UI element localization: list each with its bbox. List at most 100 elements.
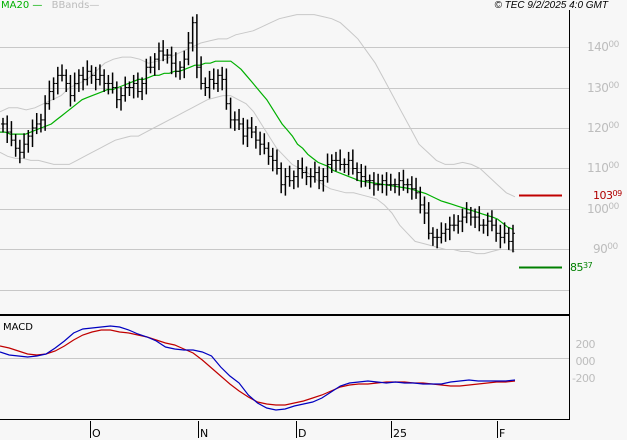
ohlc-bar [224,68,229,110]
ohlc-bar [355,162,360,182]
macd-axis-label: 200 [575,338,596,351]
price-axis-label: 11000 [587,161,619,175]
ohlc-bar [279,162,284,194]
ohlc-bar [460,208,465,233]
ohlc-bar [430,227,435,246]
ohlc-bar [367,174,372,190]
ohlc-bar [506,227,511,250]
ohlc-bar [22,133,27,159]
ohlc-bar [296,159,301,188]
ohlc-bar [245,119,250,148]
ohlc-bar [131,74,136,99]
ohlc-bar [418,186,423,214]
x-axis-ticks [90,421,498,438]
ohlc-bars [1,14,515,253]
ohlc-bar [304,166,309,186]
ohlc-bar [451,214,456,232]
ohlc-bar [237,108,242,131]
ohlc-bar [464,202,469,224]
x-axis-label: F [499,427,506,440]
ohlc-bar [321,168,326,192]
price-gridlines [0,47,569,291]
ohlc-bar [270,147,275,172]
price-axis-label: 13000 [587,81,619,95]
ohlc-bar [186,32,191,66]
ohlc-bar [359,164,364,188]
ohlc-bar [119,87,124,111]
ohlc-bar [300,157,305,179]
ohlc-bar [511,224,515,253]
ohlc-bar [215,69,220,92]
ohlc-bar [165,49,170,64]
ohlc-bar [266,142,271,165]
ohlc-bar [363,165,368,187]
ohlc-bar [60,64,65,82]
ohlc-bar [81,66,86,91]
ohlc-bar [106,74,111,95]
ohlc-bar [220,66,225,91]
ohlc-bar [388,173,393,191]
copyright-timestamp: © TEC 9/2/2025 4:0 GMT [494,0,608,11]
ohlc-bar [123,76,128,102]
ohlc-bar [456,215,461,234]
ohlc-bar [47,80,52,110]
ohlc-bar [371,172,376,196]
resistance-label: 10309 [593,189,622,202]
ohlc-bar [161,40,166,62]
x-axis-label: D [298,427,307,440]
ohlc-bar [72,72,77,102]
price-axis-label: 14000 [587,40,619,54]
ohlc-bar [489,210,494,232]
ohlc-bar [182,50,187,79]
ohlc-bar [26,130,31,153]
ohlc-bar [384,172,389,196]
ohlc-bar [152,53,157,76]
ohlc-bar [156,42,161,71]
ohlc-bar [232,111,237,131]
ohlc-bar [435,228,440,249]
ohlc-bar [376,173,381,191]
ohlc-bar [258,131,263,156]
x-axis-label: N [200,427,209,440]
ohlc-bar [477,206,482,232]
ohlc-bar [140,77,145,101]
ohlc-bar [199,56,204,90]
ohlc-bar [144,58,149,95]
ohlc-bar [203,77,208,97]
ohlc-bar [169,46,174,75]
price-axis-label: 9000 [593,242,618,256]
price-axis-label: 12000 [587,121,619,135]
ohlc-bar [443,223,448,242]
ohlc-bar [190,16,195,52]
ohlc-bar [426,202,431,240]
ohlc-bar [333,151,338,172]
ohlc-bar [68,74,73,107]
ohlc-bar [329,154,334,173]
ohlc-bar [473,208,478,229]
ohlc-bar [447,216,452,241]
ohlc-bar [17,139,22,164]
bband-upper-line [0,14,516,198]
ohlc-bar [135,72,140,98]
x-axis-label: 25 [393,427,407,440]
ohlc-bar [34,113,39,135]
ohlc-bar [287,165,292,187]
ohlc-bar [325,153,330,183]
legend-bbands: BBands— [51,0,100,11]
ohlc-bar [5,115,10,143]
ohlc-bar [274,149,279,175]
ma20-line [0,60,514,230]
ohlc-bar [283,168,288,196]
ohlc-bar [97,64,102,86]
macd-line [0,325,516,411]
price-axis-label: 10000 [587,202,619,216]
macd-signal-line [0,329,516,406]
ohlc-bar [38,113,43,133]
ohlc-bar [194,14,199,79]
ohlc-bar [93,66,98,91]
ohlc-bar [317,166,322,190]
ohlc-bar [148,56,153,74]
ohlc-bar [228,97,233,129]
ohlc-bar [262,133,267,155]
